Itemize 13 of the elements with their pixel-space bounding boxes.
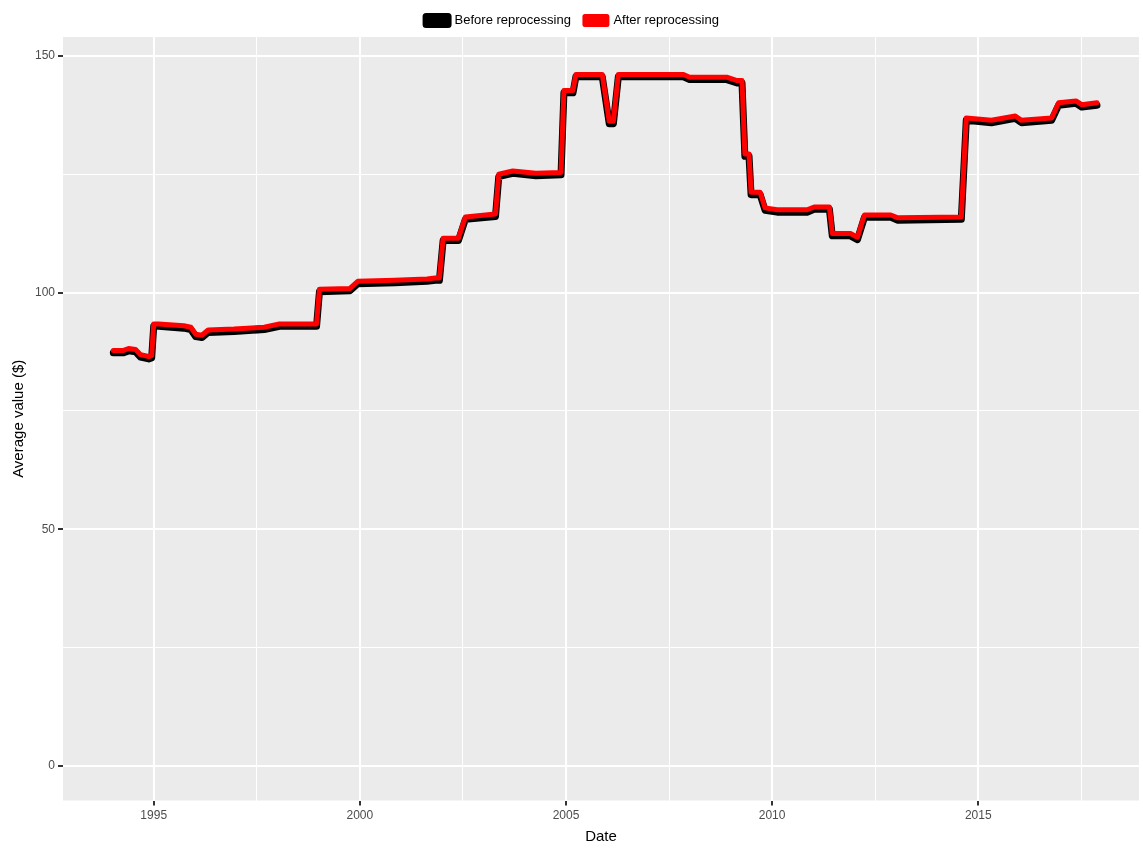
y-tick-label: 150 — [34, 48, 56, 63]
y-tick-label: 0 — [48, 758, 56, 773]
x-tick-label: 2000 — [346, 808, 374, 823]
y-tick-label: 100 — [34, 284, 56, 299]
x-tick-label: 2005 — [552, 808, 580, 823]
y-tick-label: 50 — [41, 521, 56, 536]
x-tick-label: 1995 — [140, 808, 168, 823]
legend-label: Before reprocessing — [454, 12, 571, 28]
x-tick-label: 2010 — [758, 808, 786, 823]
y-axis-title: Average value ($) — [9, 359, 27, 478]
legend-label: After reprocessing — [613, 12, 719, 28]
x-tick-label: 2015 — [964, 808, 992, 823]
x-axis-title: Date — [585, 827, 617, 845]
